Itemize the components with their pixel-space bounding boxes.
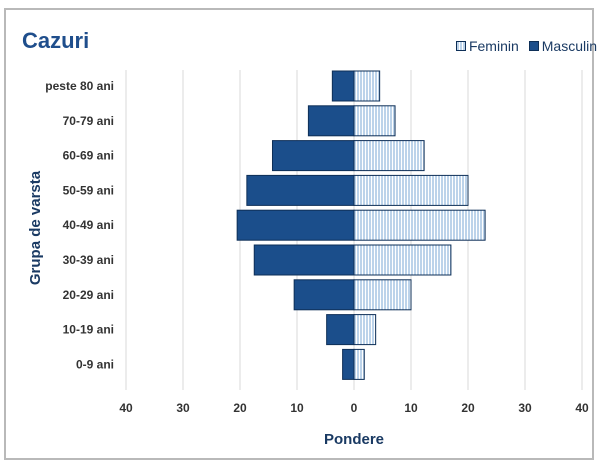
legend-label-feminin: Feminin (468, 38, 519, 54)
bar-feminin-2 (353, 140, 425, 172)
bar-masculin-7 (326, 314, 355, 346)
y-axis-label: Grupa de varsta (27, 170, 44, 285)
bar-masculin-8 (342, 348, 355, 380)
x-tick-label-7: 30 (518, 401, 532, 415)
bar-feminin-8 (353, 348, 365, 380)
bar-feminin-7 (353, 314, 377, 346)
x-tick-label-2: 20 (233, 401, 247, 415)
y-tick-label-3: 50-59 ani (63, 183, 114, 197)
y-tick-label-1: 70-79 ani (63, 114, 114, 128)
y-tick-label-4: 40-49 ani (63, 218, 114, 232)
x-tick-label-1: 30 (176, 401, 190, 415)
y-tick-label-0: peste 80 ani (45, 79, 114, 93)
legend-label-masculin: Masculin (541, 38, 597, 54)
x-axis-label: Pondere (324, 431, 384, 448)
bar-feminin-0 (353, 70, 381, 102)
legend-item-feminin: Feminin (455, 38, 519, 54)
legend: Feminin Masculin (455, 38, 597, 54)
x-tick-label-5: 10 (404, 401, 418, 415)
y-tick-label-7: 10-19 ani (63, 323, 114, 337)
bar-feminin-3 (353, 174, 469, 206)
bar-feminin-4 (353, 209, 486, 241)
x-tick-label-8: 40 (575, 401, 589, 415)
bar-masculin-6 (293, 279, 355, 311)
chart-title: Cazuri (22, 28, 90, 53)
y-tick-label-8: 0-9 ani (76, 357, 114, 371)
bars (236, 70, 486, 380)
x-tick-label-0: 40 (119, 401, 133, 415)
y-tick-labels: peste 80 ani 70-79 ani 60-69 ani 50-59 ani 4… (45, 79, 114, 371)
legend-swatch-masculin (528, 41, 539, 51)
bar-feminin-5 (353, 244, 452, 276)
bar-feminin-6 (353, 279, 412, 311)
legend-item-masculin: Masculin (528, 38, 597, 54)
bar-masculin-1 (307, 105, 355, 137)
x-tick-labels: 40 30 20 10 0 10 20 30 40 (119, 401, 589, 415)
y-tick-label-6: 20-29 ani (63, 288, 114, 302)
legend-swatch-feminin (455, 41, 466, 51)
y-tick-label-5: 30-39 ani (63, 253, 114, 267)
bar-masculin-3 (246, 174, 355, 206)
bar-feminin-1 (353, 105, 396, 137)
y-tick-label-2: 60-69 ani (63, 149, 114, 163)
x-tick-label-4: 0 (351, 401, 358, 415)
bar-masculin-5 (253, 244, 355, 276)
bar-masculin-0 (331, 70, 355, 102)
bar-masculin-2 (271, 140, 355, 172)
bar-masculin-4 (236, 209, 355, 241)
x-tick-label-6: 20 (461, 401, 475, 415)
x-tick-label-3: 10 (290, 401, 304, 415)
